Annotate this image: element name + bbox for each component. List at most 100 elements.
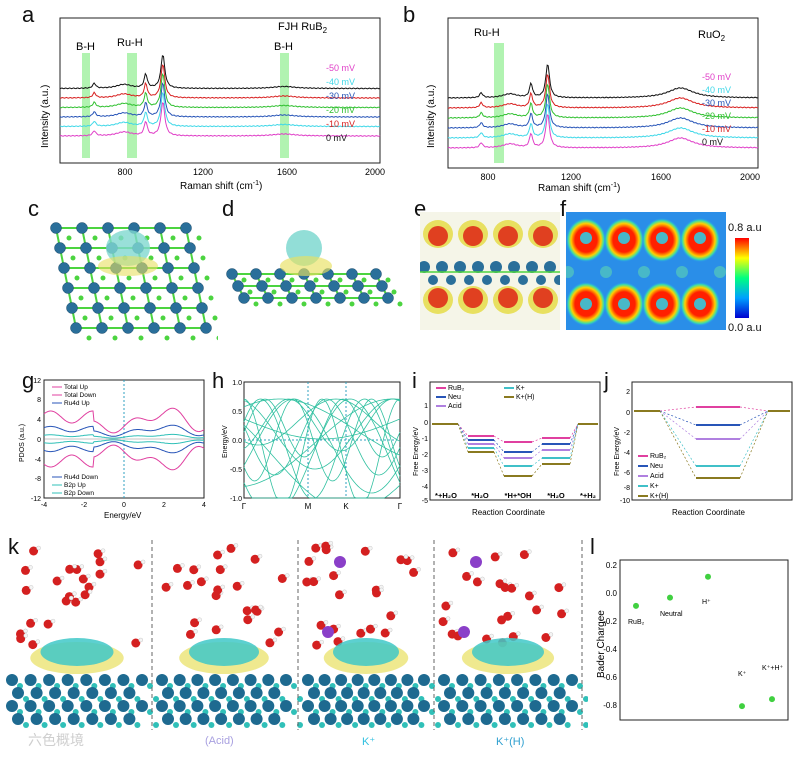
hydrogen-atom (480, 576, 485, 582)
oxygen-atom (507, 583, 517, 593)
ru-atom (102, 222, 114, 234)
x-tick: 800 (480, 172, 495, 182)
ru-atom (184, 242, 196, 254)
ru-atom (498, 687, 511, 699)
boron-atom (241, 277, 247, 283)
pdos-curves (43, 407, 205, 471)
connector (659, 410, 697, 440)
ru-atom (554, 275, 560, 285)
connector (739, 410, 769, 479)
caption-k: K⁺ (362, 736, 376, 748)
boron-atom (509, 722, 516, 728)
y-tick: -0.5 (230, 467, 242, 474)
hydrogen-atom (223, 564, 228, 569)
panel-letter-a: a (22, 2, 35, 27)
boron-atom (160, 315, 166, 321)
ru-atom (511, 700, 524, 712)
oxygen-atom (21, 565, 30, 575)
hydrogen-atom (220, 584, 225, 590)
band-line (243, 398, 401, 458)
hydrogen-atom (258, 604, 263, 610)
connector (531, 437, 543, 443)
legend-entry: 0 mV (326, 133, 347, 143)
oxygen-atom (274, 627, 284, 637)
oxygen-atom (360, 546, 370, 556)
ru-atom (335, 674, 348, 686)
hydrogen-atom (87, 589, 93, 594)
ru-atom (209, 700, 222, 712)
hydrogen-atom (336, 623, 341, 629)
oxygen-atom (211, 625, 221, 635)
ru-atom (351, 674, 364, 686)
atom (714, 266, 726, 278)
x-axis-label: Raman shift (cm-1) (538, 182, 620, 193)
ru-atom (114, 282, 126, 294)
state-label: *H+*OH (505, 491, 532, 500)
point-label: RuB₂ (628, 619, 645, 626)
ru-atom (70, 322, 82, 334)
oxygen-atom (472, 577, 482, 587)
ru-atom (357, 713, 370, 725)
boron-atom (243, 722, 250, 728)
isosurface-lobe (333, 638, 399, 666)
charge-density-isosurface (280, 256, 332, 276)
band-line (243, 418, 401, 440)
boron-atom (491, 696, 498, 702)
potassium-atom (458, 626, 470, 638)
ru-atom (328, 280, 340, 292)
hydrogen-atom (311, 556, 317, 561)
legend-entry: Ru4d Down (64, 474, 98, 481)
oxygen-atom (28, 640, 38, 650)
boron-atom (291, 683, 297, 689)
lattice-group (420, 220, 560, 314)
ru-atom (436, 261, 448, 273)
hydrogen-atom (514, 583, 519, 588)
ru-atom (66, 302, 78, 314)
ru-atom (280, 280, 292, 292)
boron-atom (373, 301, 379, 307)
hydrogen-atom (168, 582, 174, 587)
atom (638, 266, 650, 278)
ru-atom (472, 261, 484, 273)
plot-frame (619, 559, 789, 721)
y-tick: -12 (31, 496, 41, 503)
boron-atom (173, 722, 179, 728)
ru-atom (136, 700, 148, 712)
ru-atom (517, 713, 530, 725)
x-tick: 1200 (561, 172, 581, 182)
oxygen-atom (316, 620, 326, 630)
atom (618, 232, 630, 244)
boron-atom (301, 301, 307, 307)
boron-atom (253, 301, 259, 307)
y-tick: -0.6 (603, 673, 617, 682)
x-tick: 800 (117, 167, 132, 177)
ru-atom (188, 262, 200, 274)
hydrogen-atom (281, 626, 286, 632)
ru-atom (368, 674, 381, 686)
ru-atom (374, 687, 387, 699)
hydrogen-atom (72, 591, 77, 596)
boron-atom (78, 696, 85, 702)
structure-c (50, 222, 218, 341)
x-ticks: -4 -2 0 2 4 (41, 502, 206, 509)
hydrogen-atom (193, 629, 198, 634)
plot-frame (447, 17, 759, 169)
oxygen-atom (183, 580, 192, 590)
boron-atom (134, 722, 141, 728)
y-tick: -2 (422, 452, 428, 459)
boron-atom (418, 722, 425, 728)
legend-entry: RuB₂ (650, 453, 667, 460)
oxygen-atom (189, 565, 199, 575)
ru-atom (480, 687, 493, 699)
ru-atom (536, 275, 546, 285)
oxygen-atom (462, 571, 472, 581)
boron-atom (41, 722, 48, 728)
ru-atom (401, 674, 414, 686)
oxygen-atom (93, 549, 103, 559)
boron-atom (325, 301, 331, 307)
ru-atom (526, 261, 538, 273)
ru-atom (346, 268, 358, 280)
hydrogen-atom (323, 620, 329, 625)
atom (676, 266, 688, 278)
ru-atom (390, 713, 403, 725)
